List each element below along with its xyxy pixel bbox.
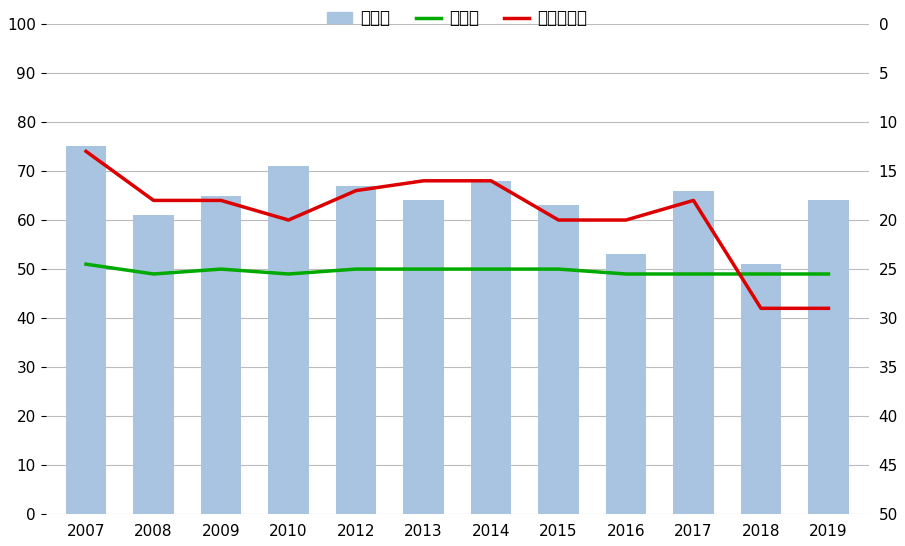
Bar: [808, 200, 849, 514]
Bar: [66, 146, 106, 514]
Bar: [471, 181, 511, 514]
Bar: [404, 200, 443, 514]
Bar: [133, 215, 174, 514]
Bar: [538, 205, 578, 514]
Bar: [268, 166, 309, 514]
Bar: [336, 186, 376, 514]
Bar: [740, 264, 781, 514]
Bar: [605, 254, 646, 514]
Legend: 正答率, 偏差値, ランキング: 正答率, 偏差値, ランキング: [320, 3, 594, 34]
Bar: [201, 195, 242, 514]
Bar: [673, 191, 714, 514]
